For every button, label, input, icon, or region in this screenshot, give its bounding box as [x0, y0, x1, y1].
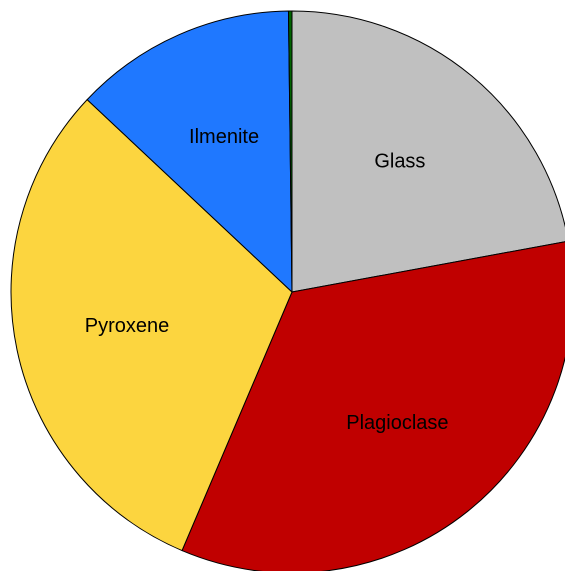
pie-slice [10, 98, 293, 552]
slice-label: Ilmenite [189, 126, 259, 148]
slice-label: Plagioclase [346, 412, 448, 434]
pie-slice [287, 10, 293, 293]
slice-label: Glass [374, 151, 425, 173]
pie-slice [181, 241, 565, 571]
slice-label: Pyroxene [85, 315, 170, 337]
pie-slice [86, 10, 293, 294]
pie-slice [291, 10, 565, 293]
